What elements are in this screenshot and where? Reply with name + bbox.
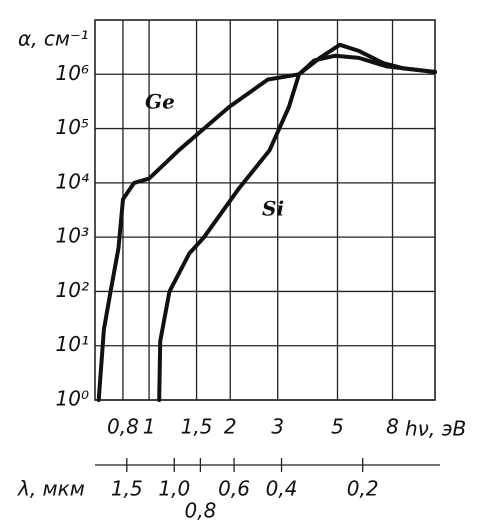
x-axis-label: hν, эВ: [405, 417, 466, 441]
y-tick-label: 10¹: [56, 332, 89, 356]
y-tick-label: 10²: [56, 278, 89, 302]
curve: [157, 53, 437, 402]
series-label: Ge: [145, 90, 175, 114]
y-tick-label: 10⁰: [56, 387, 89, 411]
x-tick-label: 0,8: [107, 415, 139, 439]
y-tick-label: 10⁶: [56, 61, 89, 85]
x2-tick-label: 0,8: [184, 499, 216, 523]
series-label: Si: [262, 197, 284, 221]
x2-tick-label: 1,5: [111, 477, 143, 501]
x2-tick-label: 0,4: [266, 477, 298, 501]
x-tick-label: 1,5: [181, 415, 213, 439]
x-tick-label: 2: [224, 415, 237, 439]
x2-tick-label: 1,0: [158, 477, 190, 501]
x-tick-label: 5: [331, 415, 344, 439]
y-tick-label: 10⁴: [56, 169, 89, 193]
y-tick-label: 10⁵: [56, 115, 89, 139]
x-tick-label: 8: [386, 415, 399, 439]
y-axis-label: α, см⁻¹: [18, 27, 89, 51]
x2-axis-label: λ, мкм: [17, 477, 85, 501]
x2-tick-label: 0,2: [347, 477, 379, 501]
x2-tick-label: 0,6: [218, 477, 250, 501]
x-tick-label: 1: [143, 415, 156, 439]
x-tick-label: 3: [271, 415, 284, 439]
curve: [96, 42, 437, 402]
y-tick-label: 10³: [56, 224, 89, 248]
